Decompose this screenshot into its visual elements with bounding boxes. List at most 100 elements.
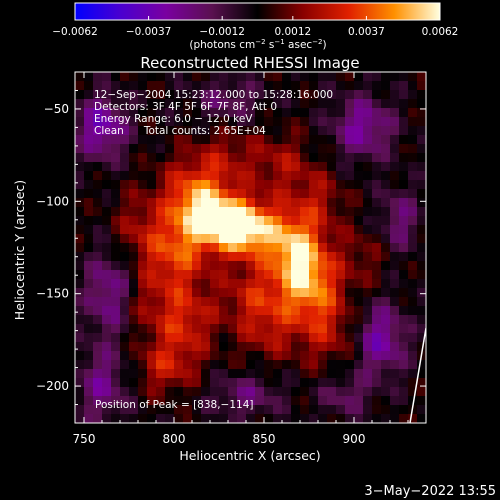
heatmap-cell	[165, 306, 175, 316]
heatmap-cell	[399, 144, 409, 154]
heatmap-cell	[318, 243, 328, 253]
heatmap-cell	[228, 81, 238, 91]
heatmap-cell	[246, 279, 256, 289]
heatmap-cell	[291, 144, 301, 154]
heatmap-cell	[408, 288, 418, 298]
heatmap-cell	[183, 90, 193, 100]
heatmap-cell	[264, 378, 274, 388]
heatmap-cell	[282, 378, 292, 388]
heatmap-cell	[237, 81, 247, 91]
heatmap-cell	[201, 99, 211, 109]
heatmap-cell	[120, 369, 130, 379]
heatmap-cell	[219, 387, 229, 397]
heatmap-cell	[390, 315, 400, 325]
heatmap-cell	[210, 243, 220, 253]
heatmap-cell	[345, 288, 355, 298]
heatmap-cell	[336, 81, 346, 91]
heatmap-cell	[84, 324, 94, 334]
heatmap-cell	[237, 234, 247, 244]
heatmap-cell	[84, 378, 94, 388]
heatmap-cell	[309, 306, 319, 316]
heatmap-cell	[93, 297, 103, 307]
heatmap-cell	[363, 252, 373, 262]
heatmap-cell	[201, 216, 211, 226]
heatmap-cell	[291, 72, 301, 82]
heatmap-cell	[120, 81, 130, 91]
heatmap-cell	[120, 225, 130, 235]
heatmap-cell	[300, 378, 310, 388]
heatmap-cell	[381, 108, 391, 118]
heatmap-cell	[111, 207, 121, 217]
heatmap-cell	[165, 243, 175, 253]
heatmap-cell	[246, 324, 256, 334]
heatmap-cell	[102, 90, 112, 100]
heatmap-cell	[129, 360, 139, 370]
heatmap-cell	[237, 153, 247, 163]
heatmap-cell	[183, 234, 193, 244]
heatmap-cell	[372, 369, 382, 379]
colorbar-tick-label: −0.0037	[126, 26, 172, 38]
heatmap-cell	[75, 225, 85, 235]
heatmap-cell	[111, 198, 121, 208]
heatmap-cell	[93, 324, 103, 334]
heatmap-cell	[138, 270, 148, 280]
heatmap-cell	[228, 90, 238, 100]
heatmap-cell	[318, 378, 328, 388]
heatmap-cell	[390, 333, 400, 343]
heatmap-cell	[219, 81, 229, 91]
heatmap-cell	[138, 144, 148, 154]
heatmap-cell	[300, 207, 310, 217]
heatmap-cell	[246, 117, 256, 127]
heatmap-cell	[192, 297, 202, 307]
heatmap-cell	[210, 333, 220, 343]
heatmap-cell	[165, 72, 175, 82]
heatmap-cell	[93, 162, 103, 172]
heatmap-cell	[336, 252, 346, 262]
heatmap-cell	[120, 99, 130, 109]
heatmap-cell	[111, 99, 121, 109]
heatmap-cell	[210, 396, 220, 406]
heatmap-cell	[120, 117, 130, 127]
heatmap-cell	[417, 90, 426, 100]
heatmap-cell	[210, 126, 220, 136]
heatmap-cell	[147, 261, 157, 271]
heatmap-cell	[147, 72, 157, 82]
heatmap-cell	[291, 297, 301, 307]
heatmap-cell	[210, 144, 220, 154]
heatmap-cell	[228, 297, 238, 307]
heatmap-cell	[183, 315, 193, 325]
heatmap-cell	[390, 90, 400, 100]
heatmap-cell	[201, 252, 211, 262]
heatmap-cell	[210, 252, 220, 262]
heatmap-cell	[75, 72, 85, 82]
heatmap-cell	[129, 207, 139, 217]
heatmap-cell	[336, 369, 346, 379]
heatmap-cell	[354, 234, 364, 244]
heatmap-cell	[165, 315, 175, 325]
heatmap-cell	[345, 198, 355, 208]
heatmap-cell	[120, 108, 130, 118]
heatmap-cell	[282, 369, 292, 379]
heatmap-cell	[165, 117, 175, 127]
heatmap-cell	[228, 180, 238, 190]
heatmap-cell	[93, 171, 103, 181]
heatmap-cell	[336, 324, 346, 334]
heatmap-cell	[174, 108, 184, 118]
heatmap-cell	[372, 90, 382, 100]
heatmap-cell	[147, 360, 157, 370]
heatmap-cell	[120, 324, 130, 334]
heatmap-cell	[300, 261, 310, 271]
heatmap-cell	[228, 405, 238, 415]
heatmap-cell	[318, 225, 328, 235]
heatmap-cell	[417, 135, 426, 145]
heatmap-cell	[354, 72, 364, 82]
heatmap-cell	[300, 405, 310, 415]
heatmap-cell	[102, 342, 112, 352]
heatmap-cell	[147, 90, 157, 100]
heatmap-cell	[147, 81, 157, 91]
heatmap-cell	[399, 261, 409, 271]
heatmap-cell	[147, 171, 157, 181]
heatmap-cell	[102, 333, 112, 343]
heatmap-cell	[138, 261, 148, 271]
heatmap-cell	[210, 198, 220, 208]
